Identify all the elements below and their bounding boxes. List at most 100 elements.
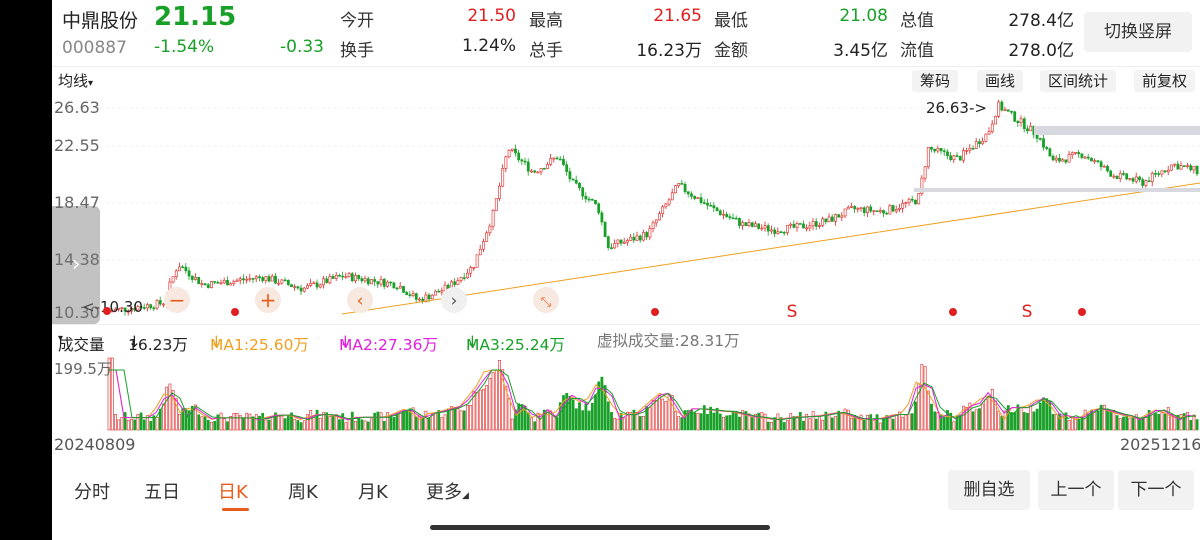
candle-body: [635, 235, 639, 241]
volume-bar: [322, 412, 325, 431]
volume-bar: [1154, 413, 1157, 431]
tab-five-day[interactable]: 五日: [144, 482, 180, 503]
candle-body: [1122, 173, 1125, 175]
volume-bar: [226, 421, 229, 431]
candle-body: [853, 206, 857, 210]
min-price-annotation: <-10.30: [82, 298, 143, 316]
volume-bar: [206, 419, 210, 431]
quote-value-open: 21.50: [467, 6, 516, 26]
chevron-left-icon[interactable]: ‹: [347, 287, 373, 313]
volume-bar: [290, 412, 293, 431]
volume-bar: [1163, 413, 1167, 431]
volume-chart[interactable]: 199.5万: [52, 352, 1200, 432]
prev-stock-button[interactable]: 上一个: [1038, 470, 1114, 510]
plus-icon[interactable]: +: [255, 287, 281, 313]
ma-dropdown[interactable]: 均线▾: [58, 70, 93, 91]
volume-bar: [418, 414, 421, 431]
volume-bar: [302, 420, 306, 431]
tab-intraday[interactable]: 分时: [74, 482, 110, 503]
y-tick-label: 18.47: [54, 193, 100, 212]
volume-bar: [616, 418, 620, 431]
candle-body: [462, 277, 466, 279]
candle-body: [322, 278, 325, 286]
candle-body: [498, 185, 501, 199]
volume-bar: [286, 414, 290, 431]
volume-bar: [987, 395, 991, 431]
tab-daily-k[interactable]: 日K: [218, 482, 248, 503]
app-screen: 中鼎股份 21.15 000887 -1.54% -0.33 今开 21.50 …: [52, 0, 1200, 540]
chevron-right-icon[interactable]: ›: [441, 287, 467, 313]
quote-label-mktcap: 总值: [900, 11, 934, 31]
volume-bar: [584, 403, 588, 431]
volume-bar: [590, 402, 594, 431]
virtual-volume: 虚拟成交量:28.31万: [597, 332, 740, 350]
volume-bar: [386, 412, 389, 431]
chips-button[interactable]: 筹码: [912, 70, 959, 92]
candle-body: [734, 217, 738, 220]
volume-bar: [555, 417, 559, 431]
candle-body: [155, 300, 159, 309]
volume-bar: [443, 414, 447, 431]
candle-body: [472, 266, 476, 269]
volume-bar: [1118, 418, 1122, 431]
candle-body: [795, 223, 799, 228]
volume-bar: [472, 391, 476, 431]
volume-bar: [165, 386, 169, 431]
volume-bar: [328, 416, 332, 431]
volume-bar: [117, 419, 121, 431]
volume-bar: [1186, 412, 1189, 431]
adjust-button[interactable]: 前复权: [1134, 70, 1196, 92]
minus-icon[interactable]: −: [164, 287, 190, 313]
switch-portrait-button[interactable]: 切换竖屏: [1084, 12, 1192, 52]
x-end-date: 20251216: [1120, 435, 1200, 454]
volume-bar: [354, 421, 357, 431]
candle-body: [280, 279, 284, 284]
collapse-icon[interactable]: ⤡: [533, 287, 559, 313]
remove-watchlist-button[interactable]: 删自选: [948, 470, 1030, 510]
candle-body: [738, 218, 741, 226]
tab-monthly-k[interactable]: 月K: [358, 482, 388, 503]
quote-value-low: 21.08: [839, 6, 888, 26]
volume-bar: [466, 404, 469, 431]
candle-body: [1000, 101, 1004, 111]
candle-body: [306, 285, 309, 289]
candle-body: [907, 198, 911, 203]
candle-body: [837, 214, 841, 218]
candle-body: [565, 164, 569, 172]
next-stock-button[interactable]: 下一个: [1118, 470, 1194, 510]
volume-bar: [1122, 416, 1125, 431]
candle-body: [1022, 118, 1026, 130]
draw-line-button[interactable]: 画线: [977, 70, 1024, 92]
volume-bar: [210, 422, 213, 431]
volume-bar: [632, 409, 636, 431]
volume-bar: [907, 413, 911, 431]
arrow-down-icon: ↓: [339, 333, 352, 351]
svg-text:‹: ‹: [357, 291, 364, 311]
volume-bar: [830, 417, 834, 431]
volume-bar: [1096, 410, 1100, 431]
kline-chart[interactable]: 26.63 22.55 18.47 14.38 10.30 26.63-> <-…: [52, 93, 1200, 323]
candle-body: [968, 148, 972, 151]
candle-body: [398, 286, 402, 289]
range-stats-button[interactable]: 区间统计: [1040, 70, 1117, 92]
volume-label: 成交量: [58, 336, 105, 354]
volume-bar: [565, 392, 569, 431]
volume-bar: [510, 418, 514, 431]
candle-body: [709, 204, 713, 207]
volume-bar: [1067, 420, 1071, 431]
ma-dropdown-label: 均线: [58, 72, 89, 90]
candle-body: [850, 206, 853, 208]
volume-bar: [661, 398, 665, 431]
candle-body: [642, 232, 645, 241]
candle-body: [430, 294, 434, 300]
volume-bar: [258, 415, 261, 431]
side-expand-handle[interactable]: ›: [52, 206, 100, 324]
volume-bar: [997, 411, 1001, 431]
tab-weekly-k[interactable]: 周K: [288, 482, 318, 503]
volume-bar: [446, 408, 450, 431]
period-tabs: 分时 五日 日K 周K 月K 更多◢: [52, 462, 1200, 518]
candle-body: [504, 156, 508, 169]
candle-body: [232, 280, 236, 285]
candle-body: [811, 221, 815, 227]
tab-more[interactable]: 更多◢: [426, 478, 469, 504]
